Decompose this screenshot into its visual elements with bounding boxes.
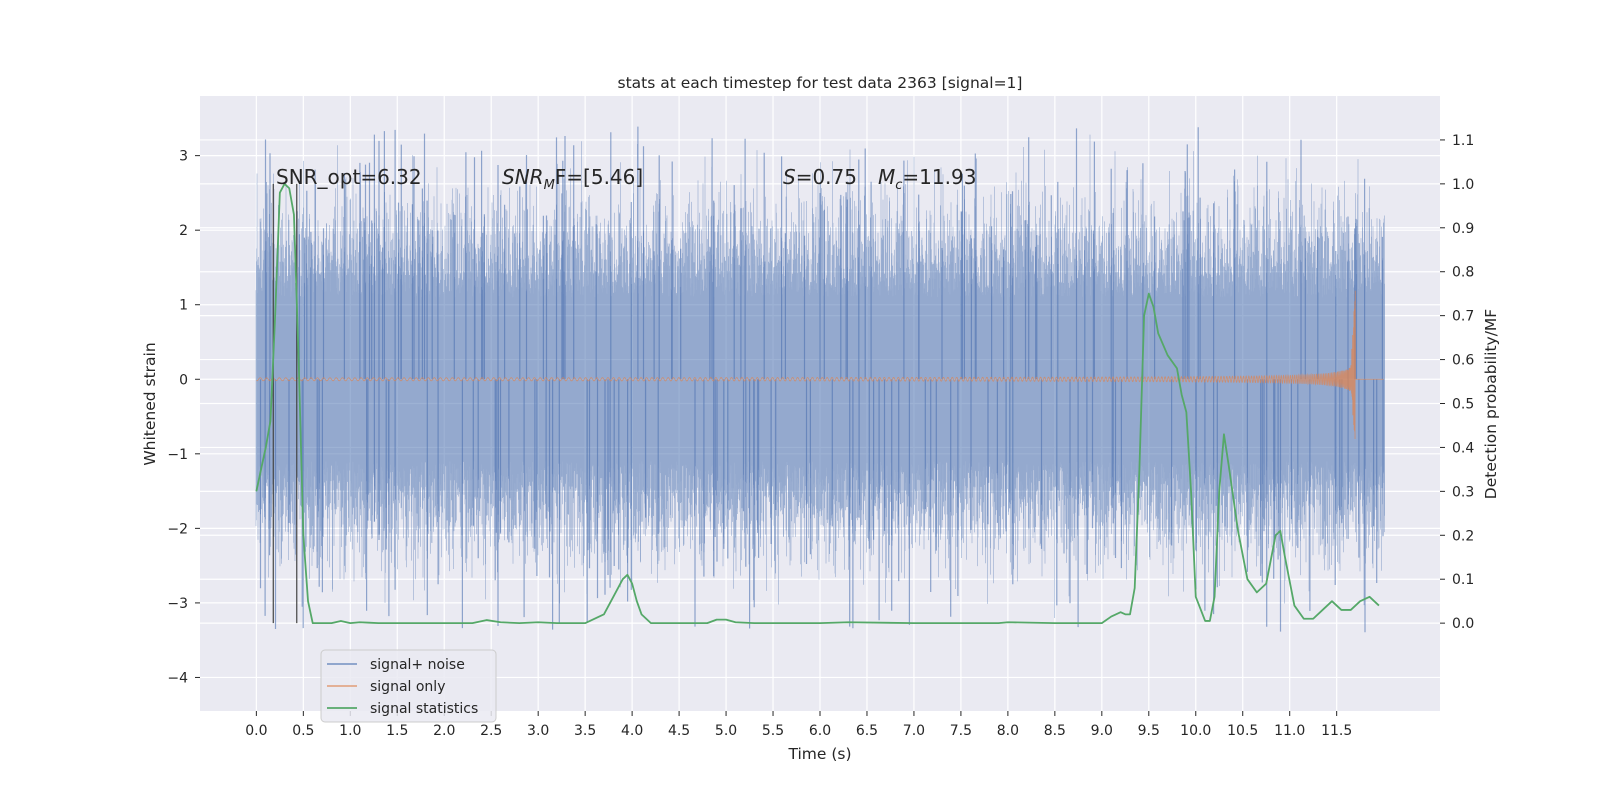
x-tick-label-6: 3.0	[527, 723, 549, 739]
y-tick-label-5: 1	[179, 298, 188, 314]
annotation-mc-main: M	[878, 165, 895, 189]
y-tick-label-1: −3	[167, 596, 188, 612]
x-tick-label-22: 11.0	[1274, 723, 1305, 739]
x-tick-label-5: 2.5	[480, 723, 502, 739]
y-tick-label-6: 2	[179, 223, 188, 239]
x-tick-label-20: 10.0	[1180, 723, 1211, 739]
legend-label-2: signal statistics	[370, 701, 478, 717]
x-tick-label-11: 5.5	[762, 723, 784, 739]
legend-box	[320, 649, 497, 723]
y-right-tick-label-8: 0.8	[1452, 265, 1474, 281]
signal-only-line	[256, 290, 1384, 440]
legend-label-1: signal only	[370, 679, 445, 695]
y-tick-label-3: −1	[167, 447, 188, 463]
y-tick-label-2: −2	[167, 521, 188, 537]
y-right-tick-label-0: 0.0	[1452, 616, 1474, 632]
x-tick-label-12: 6.0	[809, 723, 831, 739]
y-right-tick-label-5: 0.5	[1452, 397, 1474, 413]
x-axis-ticks: 0.0 0.5 1.0 1.5 2.0 2.5 3.0 3.5 4.0 4.5 5.0 5.5 6.0 6…	[245, 711, 1352, 739]
x-tick-label-4: 2.0	[433, 723, 455, 739]
x-tick-label-23: 11.5	[1321, 723, 1352, 739]
x-axis-label: Time (s)	[787, 745, 851, 763]
annotation-mc-sub: c	[895, 178, 902, 193]
signal-statistics-series	[255, 182, 1380, 625]
annotation-snr-mf-rest: F=[5.46]	[555, 165, 643, 189]
y-right-tick-label-4: 0.4	[1452, 440, 1474, 456]
y-right-tick-label-11: 1.1	[1452, 133, 1474, 149]
x-tick-label-13: 6.5	[856, 723, 878, 739]
annotation-s: S=0.75	[783, 165, 857, 189]
x-tick-label-9: 4.5	[668, 723, 690, 739]
x-tick-label-8: 4.0	[621, 723, 643, 739]
x-tick-label-2: 1.0	[339, 723, 361, 739]
signal-statistics-line	[255, 182, 1380, 625]
signal-only-series	[256, 290, 1384, 440]
y-right-tick-label-6: 0.6	[1452, 353, 1474, 369]
y-tick-label-4: 0	[179, 372, 188, 388]
y-tick-label-0: −4	[167, 670, 188, 686]
x-tick-label-17: 8.5	[1044, 723, 1066, 739]
x-tick-label-16: 8.0	[997, 723, 1019, 739]
y-right-tick-label-2: 0.2	[1452, 528, 1474, 544]
x-tick-label-14: 7.0	[903, 723, 925, 739]
y-right-tick-label-9: 0.9	[1452, 221, 1474, 237]
y-right-axis-ticks: 0.0 0.1 0.2 0.3 0.4 0.5 0.6 0.7 0.8 0.9 1.0 1.1	[1440, 133, 1474, 632]
annotation-s-main: S	[783, 165, 796, 189]
annotation-snr-mf-main: SNR	[502, 165, 544, 189]
annotation-snr-mf: SNRMF=[5.46]	[502, 165, 643, 193]
y-right-axis-label: Detection probability/MF	[1482, 309, 1500, 500]
legend-label-0: signal+ noise	[370, 657, 465, 673]
x-tick-label-0: 0.0	[245, 723, 267, 739]
x-tick-label-21: 10.5	[1227, 723, 1258, 739]
y-right-tick-label-1: 0.1	[1452, 572, 1474, 588]
annotation-s-rest: =0.75	[796, 165, 857, 189]
y-tick-label-7: 3	[179, 149, 188, 165]
annotation-mc: Mc=11.93	[878, 165, 976, 193]
y-right-tick-label-3: 0.3	[1452, 484, 1474, 500]
x-tick-label-18: 9.0	[1091, 723, 1113, 739]
y-axis-ticks: −4 −3 −2 −1 0 1 2 3	[167, 149, 200, 686]
y-right-tick-label-7: 0.7	[1452, 309, 1474, 325]
annotation-snr-mf-sub: M	[544, 178, 555, 193]
annotation-snr-opt: SNR_opt=6.32	[276, 165, 422, 189]
signal-noise-series	[255, 126, 1385, 633]
x-tick-label-1: 0.5	[292, 723, 314, 739]
x-tick-label-7: 3.5	[574, 723, 596, 739]
y-axis-label: Whitened strain	[141, 342, 159, 465]
x-tick-label-19: 9.5	[1138, 723, 1160, 739]
legend: signal+ noise signal only signal statistic…	[320, 649, 497, 723]
vertical-markers	[272, 183, 298, 624]
chart-title: stats at each timestep for test data 236…	[618, 74, 1023, 92]
noise-spikes	[259, 126, 1384, 633]
x-tick-label-10: 5.0	[715, 723, 737, 739]
x-tick-label-15: 7.5	[950, 723, 972, 739]
annotation-mc-rest: =11.93	[902, 165, 976, 189]
x-tick-label-3: 1.5	[386, 723, 408, 739]
y-right-tick-label-10: 1.0	[1452, 177, 1474, 193]
legend-items: signal+ noise signal only signal statistic…	[327, 657, 478, 717]
